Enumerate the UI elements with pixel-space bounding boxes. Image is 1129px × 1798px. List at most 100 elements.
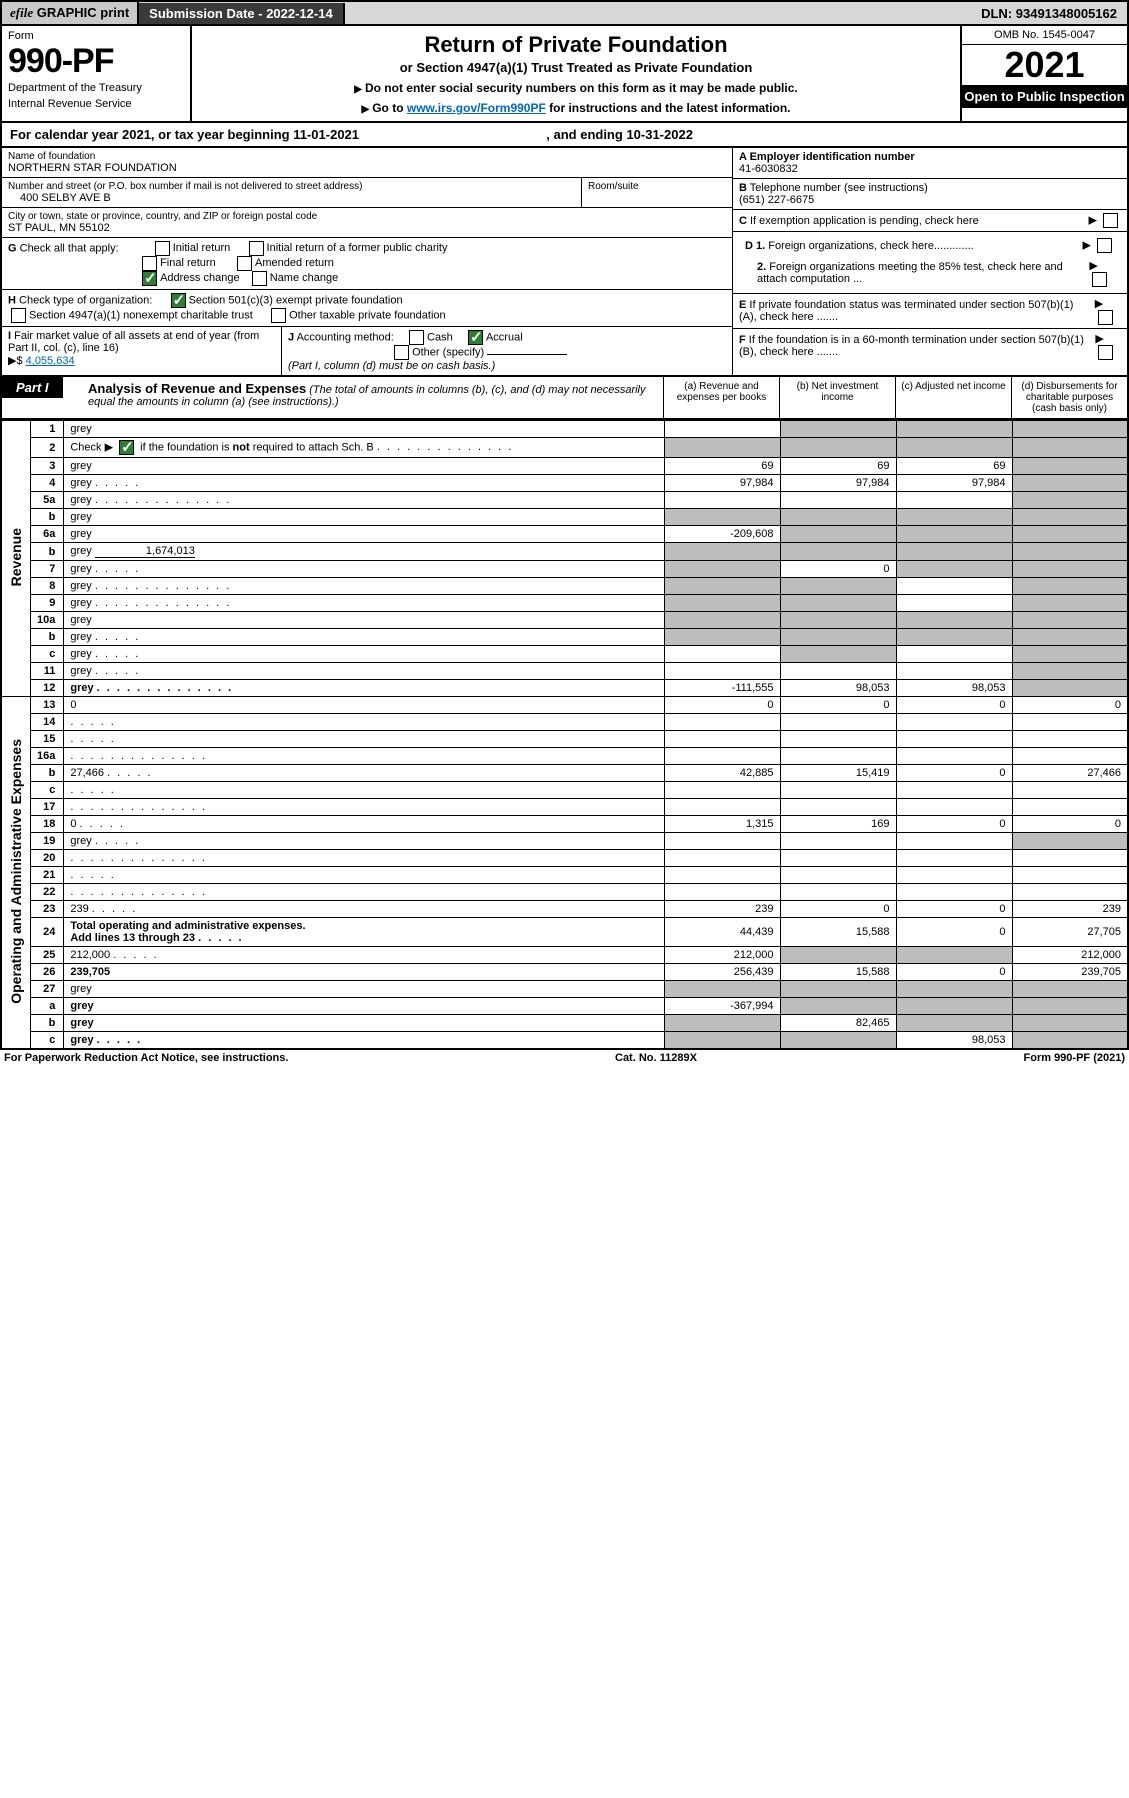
table-row: bgrey 1,674,013 xyxy=(1,543,1128,561)
ssn-warning: Do not enter social security numbers on … xyxy=(200,81,952,95)
header-right: OMB No. 1545-0047 2021 Open to Public In… xyxy=(962,26,1127,121)
line-number: c xyxy=(31,782,64,799)
h-opt-0: Section 501(c)(3) exempt private foundat… xyxy=(189,294,403,306)
cell-d xyxy=(1012,782,1128,799)
revenue-side-label: Revenue xyxy=(1,421,31,697)
cell-b: 82,465 xyxy=(780,1015,896,1032)
chk-f[interactable] xyxy=(1098,345,1113,360)
dept-treasury: Department of the Treasury xyxy=(8,82,184,94)
chk-c[interactable] xyxy=(1103,213,1118,228)
line-number: 17 xyxy=(31,799,64,816)
entity-info: Name of foundation NORTHERN STAR FOUNDAT… xyxy=(0,148,1129,377)
table-row: 7grey 0 xyxy=(1,561,1128,578)
cell-c xyxy=(896,1015,1012,1032)
line-number: a xyxy=(31,998,64,1015)
dln-value: 93491348005162 xyxy=(1016,6,1117,21)
table-row: 12grey -111,55598,05398,053 xyxy=(1,680,1128,697)
form-title: Return of Private Foundation xyxy=(200,32,952,58)
cell-b: 15,588 xyxy=(780,918,896,947)
cell-a xyxy=(664,867,780,884)
chk-4947[interactable] xyxy=(11,308,26,323)
line-number: b xyxy=(31,629,64,646)
j-accrual: Accrual xyxy=(486,331,523,343)
line-desc: grey xyxy=(64,646,664,663)
chk-d1[interactable] xyxy=(1097,238,1112,253)
chk-name-change[interactable] xyxy=(252,271,267,286)
fmv-link[interactable]: 4,055,634 xyxy=(26,355,75,367)
goto-post: for instructions and the latest informat… xyxy=(546,101,791,115)
cell-a: 69 xyxy=(664,458,780,475)
line-number: b xyxy=(31,1015,64,1032)
cell-c xyxy=(896,595,1012,612)
cell-b xyxy=(780,646,896,663)
cell-c xyxy=(896,646,1012,663)
j-text: Accounting method: xyxy=(294,331,394,343)
chk-other-method[interactable] xyxy=(394,345,409,360)
b-label: B xyxy=(739,182,747,194)
line-desc: grey xyxy=(64,509,664,526)
chk-cash[interactable] xyxy=(409,330,424,345)
line-desc: grey xyxy=(64,680,664,697)
f-text: If the foundation is in a 60-month termi… xyxy=(739,334,1084,358)
table-row: 26239,705256,43915,5880239,705 xyxy=(1,964,1128,981)
chk-initial-return[interactable] xyxy=(155,241,170,256)
col-b-header: (b) Net investment income xyxy=(779,377,895,418)
d-cell: D 1. Foreign organizations, check here..… xyxy=(733,232,1127,294)
form-subtitle: or Section 4947(a)(1) Trust Treated as P… xyxy=(200,60,952,75)
irs-link[interactable]: www.irs.gov/Form990PF xyxy=(407,101,546,115)
cell-c xyxy=(896,629,1012,646)
chk-accrual[interactable] xyxy=(468,330,483,345)
cell-c xyxy=(896,612,1012,629)
cell-d xyxy=(1012,526,1128,543)
table-row: 15 xyxy=(1,731,1128,748)
c-cell: C If exemption application is pending, c… xyxy=(733,210,1127,232)
line-number: 3 xyxy=(31,458,64,475)
chk-e[interactable] xyxy=(1098,310,1113,325)
g-text: Check all that apply: xyxy=(17,242,119,254)
chk-amended-return[interactable] xyxy=(237,256,252,271)
header-center: Return of Private Foundation or Section … xyxy=(192,26,962,121)
cell-d xyxy=(1012,981,1128,998)
cell-d xyxy=(1012,421,1128,438)
cell-d xyxy=(1012,458,1128,475)
g-opt-0: Initial return xyxy=(173,242,230,254)
chk-other-taxable[interactable] xyxy=(271,308,286,323)
city-cell: City or town, state or province, country… xyxy=(2,208,732,238)
j-cell: J Accounting method: Cash Accrual Other … xyxy=(282,327,732,375)
table-row: b27,466 42,88515,419027,466 xyxy=(1,765,1128,782)
line-number: 25 xyxy=(31,947,64,964)
cell-a xyxy=(664,629,780,646)
cell-b: 15,588 xyxy=(780,964,896,981)
line-number: 8 xyxy=(31,578,64,595)
table-row: Revenue1grey xyxy=(1,421,1128,438)
chk-address-change[interactable] xyxy=(142,271,157,286)
table-row: Operating and Administrative Expenses130… xyxy=(1,697,1128,714)
cell-a xyxy=(664,612,780,629)
efile-print-button[interactable]: efile GRAPHIC print xyxy=(2,2,139,24)
line-number: 11 xyxy=(31,663,64,680)
chk-501c3[interactable] xyxy=(171,293,186,308)
line-number: 9 xyxy=(31,595,64,612)
cell-b: 0 xyxy=(780,901,896,918)
cell-d: 239,705 xyxy=(1012,964,1128,981)
chk-initial-former[interactable] xyxy=(249,241,264,256)
table-row: 3grey696969 xyxy=(1,458,1128,475)
cell-c xyxy=(896,663,1012,680)
line-desc: 0 xyxy=(64,816,664,833)
ij-row: I Fair market value of all assets at end… xyxy=(2,327,732,375)
dept-irs: Internal Revenue Service xyxy=(8,98,184,110)
cell-b xyxy=(780,1032,896,1050)
cell-d xyxy=(1012,884,1128,901)
cell-a xyxy=(664,850,780,867)
cell-a: 239 xyxy=(664,901,780,918)
line-number: b xyxy=(31,509,64,526)
chk-d2[interactable] xyxy=(1092,272,1107,287)
chk-schB[interactable] xyxy=(119,440,134,455)
goto-note: Go to www.irs.gov/Form990PF for instruct… xyxy=(200,101,952,115)
cell-c xyxy=(896,799,1012,816)
cell-d xyxy=(1012,629,1128,646)
tax-year: 2021 xyxy=(962,45,1127,85)
line-desc: grey xyxy=(64,1032,664,1050)
table-row: 20 xyxy=(1,850,1128,867)
cell-d xyxy=(1012,799,1128,816)
